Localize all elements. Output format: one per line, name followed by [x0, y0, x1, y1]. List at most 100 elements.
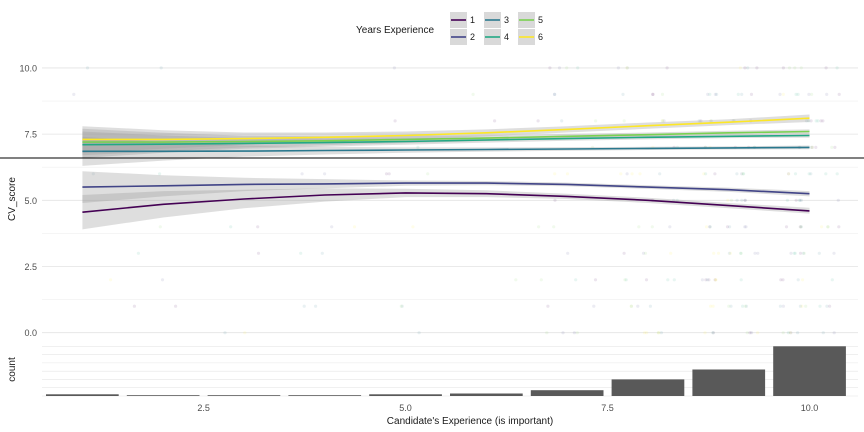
- scatter-point: [300, 172, 304, 176]
- confidence-bands: [82, 114, 810, 230]
- scatter-point: [705, 278, 710, 282]
- scatter-point: [837, 92, 841, 96]
- scatter-point: [792, 251, 796, 255]
- bar-2: [126, 395, 200, 396]
- bar-1: [46, 394, 119, 396]
- scatter-point: [712, 251, 716, 255]
- scatter-point: [713, 278, 717, 282]
- scatter-point: [709, 119, 713, 123]
- scatter-point: [779, 278, 783, 282]
- band-series-1: [82, 188, 810, 230]
- scatter-point: [539, 278, 543, 282]
- scatter-point: [781, 66, 786, 70]
- scatter-point: [798, 225, 802, 229]
- scatter-point: [493, 119, 497, 123]
- scatter-point: [787, 172, 791, 176]
- scatter-point: [700, 278, 705, 282]
- scatter-point: [799, 225, 803, 229]
- scatter-point: [384, 172, 389, 176]
- scatter-point: [243, 331, 247, 335]
- scatter-point: [809, 145, 813, 149]
- scatter-point: [576, 66, 580, 70]
- scatter-point: [704, 225, 709, 229]
- scatter-point: [828, 304, 832, 308]
- scatter-point: [810, 145, 815, 149]
- scatter-point: [781, 304, 786, 308]
- scatter-point: [725, 225, 730, 229]
- scatter-point: [728, 251, 733, 255]
- scatter-point: [643, 251, 648, 255]
- scatter-point: [622, 251, 626, 255]
- scatter-point: [799, 225, 803, 229]
- y-tick-label: 7.5: [24, 130, 37, 140]
- scatter-point: [743, 198, 747, 202]
- bar-4: [288, 395, 362, 396]
- scatter-point: [836, 198, 840, 202]
- scatter-point: [816, 119, 820, 123]
- scatter-point: [553, 172, 557, 176]
- scatter-point: [797, 198, 802, 202]
- scatter-point: [756, 251, 760, 255]
- scatter-point: [743, 66, 747, 70]
- scatter-point: [625, 66, 629, 70]
- scatter-point: [400, 304, 404, 308]
- scatter-point: [824, 66, 828, 70]
- scatter-point: [707, 278, 711, 282]
- scatter-point: [729, 304, 733, 308]
- grid: [42, 67, 858, 397]
- scatter-point: [837, 225, 841, 229]
- scatter-point: [713, 92, 718, 96]
- scatter-point: [809, 119, 813, 123]
- scatter-point: [708, 225, 712, 229]
- scatter-point: [629, 304, 634, 308]
- scatter-point: [784, 225, 789, 229]
- scatter-point: [745, 331, 749, 335]
- scatter-point: [708, 119, 713, 123]
- scatter-point: [739, 251, 743, 255]
- scatter-point: [740, 172, 744, 176]
- scatter-point: [136, 251, 140, 255]
- scatter-point: [743, 198, 747, 202]
- scatter-point: [256, 225, 260, 229]
- scatter-point: [545, 331, 549, 335]
- scatter-point: [636, 304, 640, 308]
- x-tick-label: 5.0: [399, 403, 412, 413]
- band-series-2: [82, 171, 810, 203]
- scatter-point: [625, 66, 629, 70]
- legend-label-2: 2: [470, 32, 475, 42]
- scatter-point: [796, 278, 800, 282]
- scatter-point: [471, 92, 475, 96]
- scatter-point: [330, 225, 334, 229]
- scatter-point: [817, 251, 821, 255]
- scatter-point: [417, 331, 421, 335]
- scatter-point: [697, 119, 701, 123]
- scatter-point: [132, 304, 136, 308]
- scatter-point: [660, 92, 665, 96]
- scatter-point: [789, 251, 793, 255]
- line-series-5: [82, 130, 810, 143]
- scatter-point: [749, 331, 754, 335]
- scatter-point: [658, 172, 662, 176]
- scatter-point: [802, 251, 806, 255]
- scatter-point: [565, 66, 569, 70]
- scatter-point: [738, 66, 743, 70]
- scatter-point: [702, 172, 706, 176]
- scatter-point: [651, 92, 655, 96]
- scatter-point: [756, 331, 760, 335]
- scatter-point: [641, 251, 646, 255]
- x-tick-label: 7.5: [601, 403, 614, 413]
- scatter-point: [552, 225, 556, 229]
- scatter-point: [650, 225, 654, 229]
- scatter-point: [546, 304, 550, 308]
- bar-9: [692, 369, 766, 396]
- scatter-point: [314, 304, 318, 308]
- legend-label-1: 1: [470, 15, 475, 25]
- legend: Years Experience 1 2 3 4 5 6: [356, 12, 543, 45]
- scatter-point: [801, 278, 805, 282]
- scatter-point: [158, 225, 162, 229]
- scatter-point: [798, 198, 802, 202]
- scatter-point: [323, 172, 327, 176]
- scatter-point: [657, 331, 661, 335]
- scatter-point: [660, 119, 664, 123]
